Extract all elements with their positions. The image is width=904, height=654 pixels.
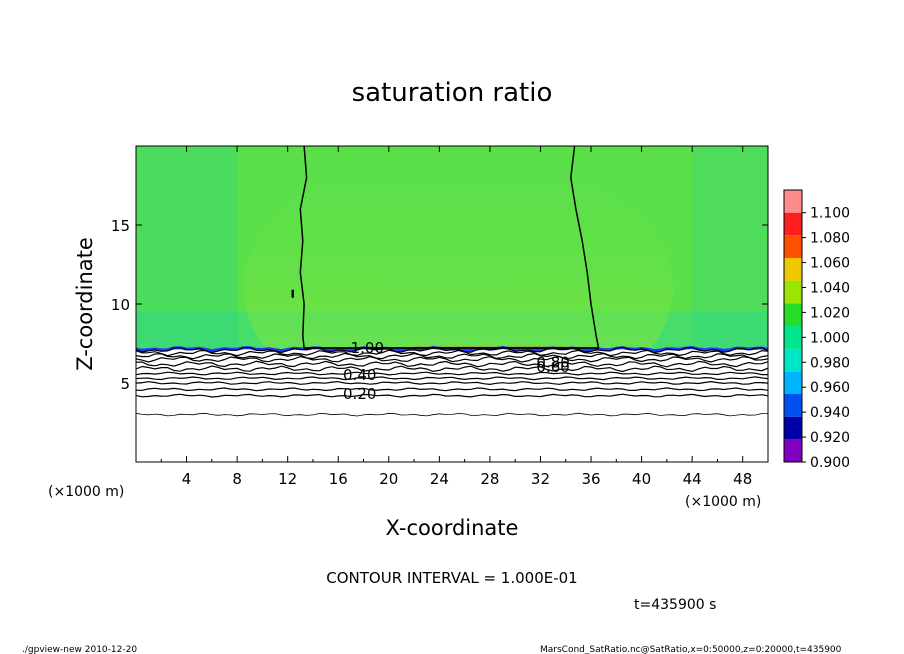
field-lower: [136, 349, 768, 462]
contour-interval-note: CONTOUR INTERVAL = 1.000E-01: [326, 569, 577, 587]
contour-isoline: [136, 371, 768, 376]
field-left-cool: [136, 146, 238, 350]
colorbar-label: 0.900: [810, 455, 850, 471]
x-tick-label: 36: [581, 470, 600, 488]
contour-isoline: [136, 355, 768, 363]
x-tick-label: 20: [379, 470, 398, 488]
field-right-cool: [692, 146, 768, 350]
contour-label: 0.20: [343, 385, 376, 403]
chart-title: saturation ratio: [352, 78, 553, 108]
x-tick-label: 16: [329, 470, 348, 488]
y-axis-label: Z-coordinate: [73, 237, 97, 371]
footer-right-note: MarsCond_SatRatio.nc@SatRatio,x=0:50000,…: [540, 645, 842, 654]
x-tick-label: 44: [683, 470, 702, 488]
contour-isoline: [136, 376, 768, 381]
y-axis: 5 10 15: [111, 217, 768, 393]
contour-label: 0.80: [536, 353, 569, 371]
contour-label: 1.00: [351, 339, 384, 357]
colorbar-swatch: [784, 394, 802, 417]
colorbar-swatch: [784, 371, 802, 394]
x-tick-label: 32: [531, 470, 550, 488]
contour-isoline: [136, 365, 768, 373]
contour-isoline: [136, 393, 768, 398]
colorbar-label: 1.040: [810, 280, 850, 296]
colorbar-frame: [783, 189, 803, 463]
contour-isoline: [136, 346, 768, 354]
contour-boundary-left: [299, 146, 308, 349]
colorbar-label: 1.100: [810, 206, 850, 222]
colorbar-label: 1.020: [810, 305, 850, 321]
x-tick-label: 24: [430, 470, 449, 488]
colorbar-swatch: [784, 212, 802, 236]
contour-label: 0.40: [343, 366, 376, 384]
x-tick-label: 4: [182, 470, 192, 488]
y-tick-label: 10: [111, 296, 130, 314]
colorbar-label: 0.940: [810, 405, 850, 421]
colorbar-swatch: [784, 348, 802, 372]
x-tick-label: 40: [632, 470, 651, 488]
colorbar-label: 0.980: [810, 355, 850, 371]
x-axis: 4 8 12 16 20 24 28 32 36 40 44 48: [160, 146, 752, 488]
colorbar-swatch: [784, 439, 802, 462]
y-tick-label: 5: [120, 375, 130, 393]
contour-isoline: [136, 380, 768, 386]
colorbar-label: 1.000: [810, 330, 850, 346]
x-unit-label-right: (×1000 m): [685, 494, 761, 510]
x-axis-label: X-coordinate: [386, 516, 519, 540]
colorbar-swatch: [784, 235, 802, 258]
colorbar-label: 0.960: [810, 380, 850, 396]
footer-left-note: ./gpview-new 2010-12-20: [22, 645, 137, 654]
contour-isoline: [136, 387, 768, 392]
time-label: t=435900 s: [634, 597, 716, 613]
colorbar-label: 0.920: [810, 430, 850, 446]
colorbar-swatch: [784, 258, 802, 281]
contour-label: 0.60: [536, 358, 569, 376]
colorbar: 0.900 0.920 0.940 0.960 0.980 1.000 1.020 1.040…: [783, 189, 850, 471]
plot-area: 1.00 0.400.20 0.800.60: [136, 146, 768, 462]
colorbar-swatch: [784, 416, 802, 440]
x-tick-label: 48: [733, 470, 752, 488]
contour-isoline: [136, 349, 768, 357]
contour-isoline: [136, 412, 768, 417]
x-tick-label: 12: [278, 470, 297, 488]
contour-boundary-right: [570, 146, 600, 349]
colorbar-label: 1.060: [810, 256, 850, 272]
colorbar-swatch: [784, 280, 802, 304]
y-tick-label: 15: [111, 217, 130, 235]
colorbar-label: 1.080: [810, 231, 850, 247]
x-unit-label: (×1000 m): [48, 484, 124, 500]
colorbar-swatch: [784, 326, 802, 349]
contour-isoline: [136, 360, 768, 368]
contour-isoline: [136, 352, 768, 360]
x-tick-label: 8: [232, 470, 242, 488]
x-tick-label: 28: [480, 470, 499, 488]
colorbar-swatch: [784, 303, 802, 326]
colorbar-swatch: [784, 190, 802, 213]
